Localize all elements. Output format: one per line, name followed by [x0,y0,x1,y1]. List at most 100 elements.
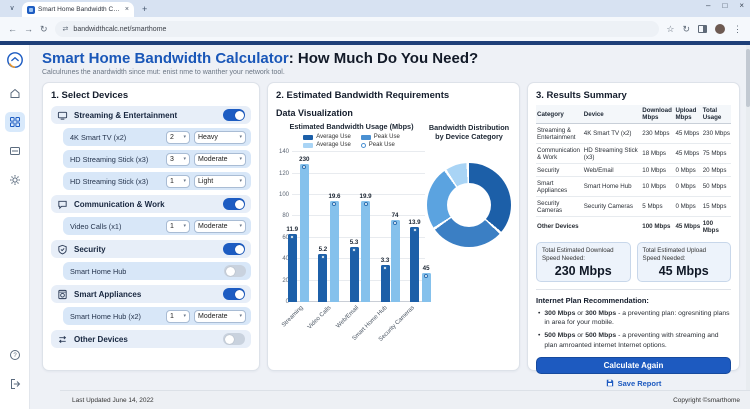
barval: 5.2 [318,245,328,253]
quantity-select[interactable]: 3 ▾ [166,152,190,166]
bdot [412,228,417,233]
device-row: HD Streaming Stick (x3) 1 ▾ Light ▾ [63,172,251,190]
device-toggle[interactable] [224,265,246,277]
bookmark-star-icon[interactable]: ☆ [666,23,675,34]
bdot [302,164,307,169]
sidebar-item-help[interactable]: ? [5,345,25,365]
chevron-down-icon: ▾ [239,313,242,319]
sidebar-item-dashboard[interactable] [4,112,25,132]
panel2-title: 2. Estimated Bandwidth Requirements [276,90,450,101]
reload-icon[interactable]: ↻ [40,23,48,34]
quantity-select[interactable]: 1 ▾ [166,309,190,323]
tab-search-chevron-icon[interactable]: ∨ [9,5,15,12]
legend-item: Average Use [303,142,351,148]
group-label: Communication & Work [74,199,165,209]
results-table: Category Device Download Mbps Upload Mbp… [536,105,731,236]
sidebar-item-settings[interactable] [5,170,25,190]
bdot [424,274,429,279]
chevron-down-icon: ▾ [183,134,186,140]
legend-item: Average Use [303,134,351,140]
quantity-select[interactable]: 1 ▾ [166,174,190,188]
chart-element: Web/Email [335,305,361,330]
barval: 19.9 [359,193,372,201]
bargroup: 13.9 45 [409,219,431,303]
window-maximize-button[interactable]: □ [722,1,728,10]
group-toggle[interactable] [223,198,245,210]
group-toggle[interactable] [223,288,245,300]
save-report-link[interactable]: Save Report [536,379,731,388]
barval: 74 [391,211,399,219]
save-icon [606,380,613,387]
group-toggle[interactable] [223,333,245,345]
profile-avatar[interactable] [715,24,725,34]
kebab-menu-icon[interactable]: ⋮ [733,23,742,34]
bargroup: 11.9 230 [286,155,310,303]
group-label: Smart Appliances [74,289,142,299]
group-communication: Communication & Work [51,195,251,213]
usage-select[interactable]: Moderate ▾ [194,309,246,323]
page-title: Smart Home Bandwidth Calculator: How Muc… [42,50,479,67]
bar-chart-title: Estimated Bandwidth Usage (Mbps) [289,122,414,131]
usage-select[interactable]: Light ▾ [194,174,246,188]
recommendation-bullet: • 500 Mbps or 500 Mbps - a preventing wi… [538,332,719,349]
tab-title: Smart Home Bandwidth Calcul [38,6,122,13]
xcell: Streaming [281,302,305,336]
bdot [332,202,337,207]
group-toggle[interactable] [223,243,245,255]
bdot [320,254,325,259]
donut-ring [427,163,511,248]
bullet-dot: • [538,310,541,318]
back-icon[interactable]: ← [8,24,17,34]
quantity-select[interactable]: 1 ▾ [166,219,190,233]
device-name: 4K Smart TV (x2) [70,132,127,142]
barval: 230 [299,155,310,163]
tab-close-icon[interactable]: × [124,6,129,13]
usage-select[interactable]: Heavy ▾ [194,130,246,144]
barcol: 45 [421,265,431,303]
forward-icon[interactable]: → [24,24,33,34]
barcol: 5.2 [318,245,328,303]
quantity-select[interactable]: 2 ▾ [166,130,190,144]
sidebar-item-home[interactable] [5,83,25,103]
app-sidebar: ? [0,45,30,409]
panel3-title: 3. Results Summary [536,90,627,101]
table-row: Security Web/Email 10 Mbps 0 Mbps 20 Mbps [536,163,731,177]
chevron-down-icon: ▾ [183,313,186,319]
page-scrollbar[interactable] [746,45,750,409]
barval: 45 [422,265,430,273]
window-close-button[interactable]: × [739,1,744,10]
copyright: Copyright ©smarthome [673,396,740,404]
bdot [383,265,388,270]
new-tab-button[interactable]: + [142,4,148,14]
bar [329,201,339,303]
barcol: 230 [299,155,310,303]
side-panel-icon[interactable] [698,25,707,33]
col-header: Total Usage [701,105,731,124]
data-visualization-heading: Data Visualization [276,108,353,118]
usage-select[interactable]: Moderate ▾ [194,152,246,166]
col-header: Upload Mbps [674,105,702,124]
page-footer: Last Updated June 14, 2022 Copyright ©sm… [60,390,750,409]
sidebar-item-reports[interactable] [5,141,25,161]
table-row: Communication & Work HD Streaming Stick (… [536,143,731,164]
window-minimize-button[interactable]: – [706,1,711,10]
sidebar-item-logout[interactable] [5,374,25,394]
browser-toolbar: ← → ↻ ⇄ bandwidthcalc.net/smarthome ☆ ↻ … [0,17,750,41]
barval: 3.3 [380,256,390,264]
group-toggle[interactable] [223,109,245,121]
site-info-icon[interactable]: ⇄ [62,26,69,33]
barcol: 74 [390,211,400,303]
barcol: 11.9 [286,226,298,303]
calculate-again-button[interactable]: Calculate Again [536,356,731,374]
extension-icon[interactable]: ↻ [682,23,690,34]
divider [536,289,731,291]
gear-icon [9,175,20,185]
legend-item: Peak Use [360,142,400,148]
logout-icon [10,379,20,389]
usage-select[interactable]: Moderate ▾ [194,219,246,233]
shield-icon [57,244,68,255]
address-bar[interactable]: ⇄ bandwidthcalc.net/smarthome [54,21,660,37]
browser-tab[interactable]: Smart Home Bandwidth Calcul × [22,2,134,17]
legend-swatch [303,142,314,148]
appliance-icon [57,289,68,300]
